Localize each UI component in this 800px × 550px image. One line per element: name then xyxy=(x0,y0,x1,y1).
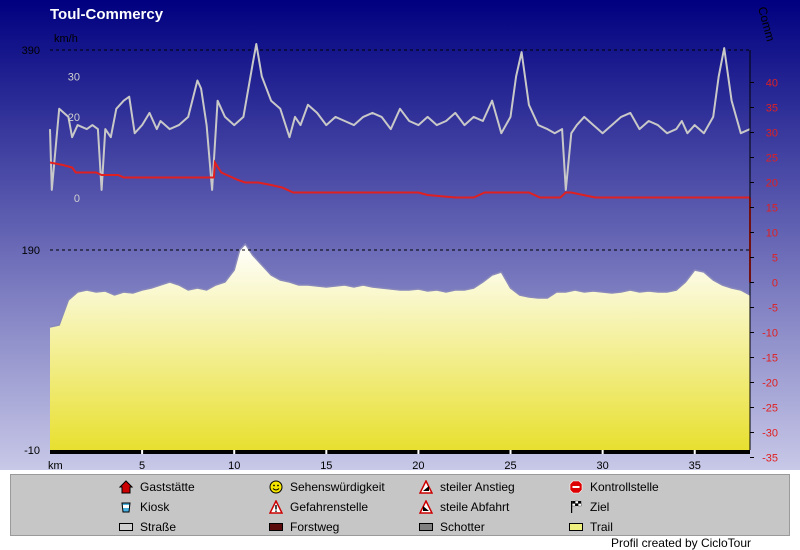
legend-item-label: steile Abfahrt xyxy=(440,500,510,514)
legend-item: Ziel xyxy=(569,500,609,514)
wind-tick-label-15: -35 xyxy=(762,453,778,465)
legend-item: steile Abfahrt xyxy=(419,500,509,514)
x-tick-label-10: 10 xyxy=(228,460,240,470)
wind-tick-label-5: 15 xyxy=(766,203,778,215)
legend-item-label: Straße xyxy=(140,520,177,534)
elevation-area xyxy=(50,244,750,450)
legend-item: Schotter xyxy=(419,520,485,534)
legend-item-label: Kiosk xyxy=(140,500,170,514)
legend-item: Forstweg xyxy=(269,520,339,534)
x-tick-label-5: 5 xyxy=(139,460,145,470)
checkered-flag-icon xyxy=(569,500,583,514)
elevation-tick-label-1: 190 xyxy=(22,245,40,257)
elevation-tick-label-0: 390 xyxy=(22,45,40,57)
legend-item-label: Schotter xyxy=(440,520,485,534)
wind-tick-label-14: -30 xyxy=(762,428,778,440)
legend-item: Sehenswürdigkeit xyxy=(269,480,385,494)
forest-path-swatch-icon xyxy=(269,520,283,534)
speed-axis-label: km/h xyxy=(54,33,78,45)
smiley-icon xyxy=(269,480,283,494)
x-tick-label-25: 25 xyxy=(504,460,516,470)
x-tick-10 xyxy=(233,450,236,454)
cup-icon xyxy=(119,500,133,514)
legend-item-label: Kontrollstelle xyxy=(590,480,659,494)
legend-item-label: Sehenswürdigkeit xyxy=(290,480,385,494)
stop-sign-icon xyxy=(569,480,583,494)
trail-swatch-icon xyxy=(569,520,583,534)
steep-descent-icon xyxy=(419,500,433,514)
wind-tick-label-1: 35 xyxy=(766,103,778,115)
road-swatch-icon xyxy=(119,520,133,534)
x-tick-35 xyxy=(693,450,696,454)
x-tick-label-15: 15 xyxy=(320,460,332,470)
warning-icon xyxy=(269,500,283,514)
legend-item: Gaststätte xyxy=(119,480,195,494)
gravel-swatch-icon xyxy=(419,520,433,534)
wind-tick-label-13: -25 xyxy=(762,403,778,415)
chart-title: Toul-Commercy xyxy=(50,6,164,23)
wind-tick-label-8: 0 xyxy=(772,278,778,290)
wind-tick-label-2: 30 xyxy=(766,128,778,140)
legend-item: Straße xyxy=(119,520,176,534)
credit-text: Profil created by CicloTour xyxy=(610,536,751,550)
wind-tick-label-3: 25 xyxy=(766,153,778,165)
speed-tick-label-2: 0 xyxy=(74,193,80,205)
legend-item: Gefahrenstelle xyxy=(269,500,368,514)
legend-item-label: Ziel xyxy=(590,500,610,514)
wind-tick-label-6: 10 xyxy=(766,228,778,240)
legend-item-label: Trail xyxy=(590,520,613,534)
legend-item: steiler Anstieg xyxy=(419,480,515,494)
x-tick-label-35: 35 xyxy=(689,460,701,470)
x-tick-30 xyxy=(601,450,604,454)
wind-tick-label-7: 5 xyxy=(772,253,778,265)
elevation-outline xyxy=(49,242,751,328)
x-unit-label: km xyxy=(48,460,63,470)
wind-tick-label-0: 40 xyxy=(766,78,778,90)
speed-tick-label-1: 20 xyxy=(68,112,80,124)
wind-tick-label-11: -15 xyxy=(762,353,778,365)
wind-tick-label-12: -20 xyxy=(762,378,778,390)
x-tick-5 xyxy=(141,450,144,454)
legend-item-label: Forstweg xyxy=(290,520,340,534)
legend-item: Kiosk xyxy=(119,500,169,514)
speed-tick-label-0: 30 xyxy=(68,71,80,83)
legend-item-label: Gefahrenstelle xyxy=(290,500,369,514)
wind-tick-label-9: -5 xyxy=(768,303,778,315)
x-tick-20 xyxy=(417,450,420,454)
wind-line xyxy=(49,159,750,199)
legend-item: Kontrollstelle xyxy=(569,480,659,494)
speed-line xyxy=(49,43,751,191)
legend-item: Trail xyxy=(569,520,613,534)
legend: Gaststätte Sehenswürdigkeit steiler Anstie… xyxy=(10,474,790,536)
x-axis-bar xyxy=(50,450,750,454)
wind-tick-label-10: -10 xyxy=(762,328,778,340)
steep-climb-icon xyxy=(419,480,433,494)
legend-item-label: steiler Anstieg xyxy=(440,480,515,494)
house-icon xyxy=(119,480,133,494)
elevation-tick-label-2: -10 xyxy=(24,445,40,457)
wind-tick-label-4: 20 xyxy=(766,178,778,190)
x-tick-15 xyxy=(325,450,328,454)
x-tick-label-20: 20 xyxy=(412,460,424,470)
x-tick-25 xyxy=(509,450,512,454)
route-profile-chart: km 5 10 15 20 25 30 35 390 190 -10 km/h 30 20 0 40 35 30 2… xyxy=(0,0,800,470)
legend-item-label: Gaststätte xyxy=(140,480,195,494)
x-tick-label-30: 30 xyxy=(597,460,609,470)
